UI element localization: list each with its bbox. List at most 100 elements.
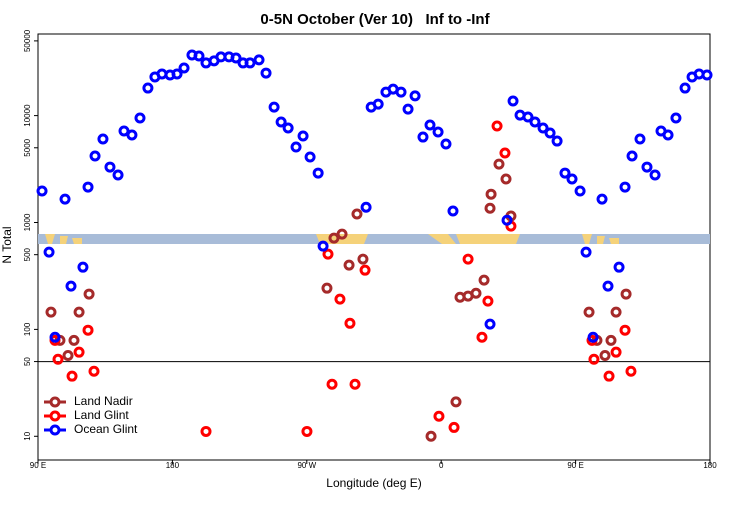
y-tick-label: 500 (23, 247, 32, 261)
legend-marker (49, 424, 61, 436)
point (244, 57, 256, 69)
point (522, 111, 534, 123)
point (62, 349, 74, 361)
point (425, 430, 437, 442)
point (448, 421, 460, 433)
point (470, 287, 482, 299)
point (580, 246, 592, 258)
point (649, 169, 661, 181)
point (679, 82, 691, 94)
legend-label: Ocean Glint (74, 422, 138, 436)
x-tick-label: 180 (703, 461, 717, 470)
point (670, 112, 682, 124)
point (501, 214, 513, 226)
point (634, 133, 646, 145)
point (322, 248, 334, 260)
point (260, 67, 272, 79)
chart-title: 0-5N October (Ver 10) Inf to -Inf (260, 11, 490, 28)
point (588, 353, 600, 365)
point (89, 150, 101, 162)
point (68, 334, 80, 346)
point (596, 193, 608, 205)
point (482, 295, 494, 307)
point (290, 141, 302, 153)
y-tick-label: 50000 (23, 29, 32, 52)
point (45, 306, 57, 318)
point (336, 228, 348, 240)
point (301, 425, 313, 437)
point (351, 208, 363, 220)
x-tick-label: 90 W (297, 461, 316, 470)
plot-frame (37, 33, 711, 461)
point (574, 185, 586, 197)
point (52, 353, 64, 365)
point (321, 282, 333, 294)
point (36, 185, 48, 197)
point (583, 306, 595, 318)
point (343, 259, 355, 271)
point (440, 138, 452, 150)
y-axis-label: N Total (0, 226, 14, 263)
point (424, 119, 436, 131)
point (500, 173, 512, 185)
point (485, 188, 497, 200)
x-tick-label: 90 E (30, 461, 46, 470)
point (551, 135, 563, 147)
point (334, 293, 346, 305)
point (603, 370, 615, 382)
point (275, 116, 287, 128)
point (230, 52, 242, 64)
point (613, 261, 625, 273)
point (193, 50, 205, 62)
point (493, 158, 505, 170)
point (484, 202, 496, 214)
legend-marker (49, 410, 61, 422)
point (312, 167, 324, 179)
map-strip (38, 234, 710, 244)
point (59, 193, 71, 205)
point (507, 95, 519, 107)
point (662, 129, 674, 141)
legend-label: Land Nadir (74, 394, 133, 408)
point (349, 378, 361, 390)
point (253, 54, 265, 66)
point (605, 334, 617, 346)
point (112, 169, 124, 181)
point (328, 232, 340, 244)
y-tick-label: 1000 (23, 213, 32, 231)
point (417, 131, 429, 143)
point (447, 205, 459, 217)
point (66, 370, 78, 382)
x-tick-label: 180 (166, 461, 180, 470)
point (619, 324, 631, 336)
point (200, 425, 212, 437)
x-tick-label: 0 (439, 461, 444, 470)
point (491, 120, 503, 132)
point (82, 324, 94, 336)
point (587, 331, 599, 343)
point (317, 240, 329, 252)
point (268, 101, 280, 113)
point (432, 126, 444, 138)
point (88, 365, 100, 377)
point (701, 69, 713, 81)
x-tick-label: 90 E (567, 461, 583, 470)
point (395, 86, 407, 98)
point (478, 274, 490, 286)
legend-marker (49, 396, 61, 408)
point (641, 161, 653, 173)
point (83, 288, 95, 300)
point (619, 181, 631, 193)
y-tick-label: 10000 (23, 104, 32, 127)
point (77, 261, 89, 273)
point (544, 127, 556, 139)
point (529, 116, 541, 128)
point (282, 122, 294, 134)
point (372, 98, 384, 110)
point (620, 288, 632, 300)
point (599, 349, 611, 361)
point (476, 331, 488, 343)
point (360, 201, 372, 213)
point (625, 365, 637, 377)
